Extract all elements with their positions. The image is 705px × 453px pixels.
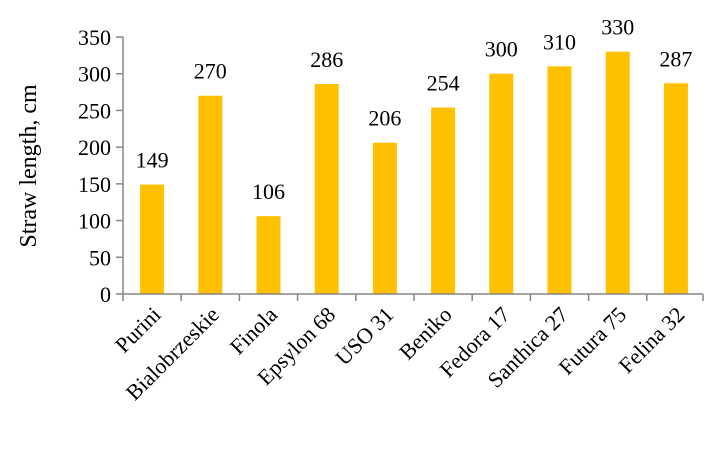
y-axis: 0 50 100 150 200 250 300 350 <box>78 25 124 307</box>
y-tick-label: 150 <box>78 172 111 197</box>
data-label-3: 106 <box>252 179 285 204</box>
bar-1 <box>140 184 165 294</box>
bar-6 <box>431 107 456 295</box>
y-tick-label: 100 <box>78 209 111 234</box>
data-label-2: 270 <box>194 59 227 84</box>
bar-7 <box>489 73 514 294</box>
data-labels-group: 149 270 106 286 206 254 300 310 330 287 <box>136 15 693 204</box>
bar-8 <box>547 66 572 294</box>
data-label-4: 286 <box>310 47 343 72</box>
y-axis-title-group: Straw length, cm <box>16 84 42 248</box>
bar-4 <box>314 83 339 294</box>
y-tick-label: 350 <box>78 25 111 50</box>
data-label-1: 149 <box>136 148 169 173</box>
data-label-9: 330 <box>601 15 634 40</box>
y-tick-label: 0 <box>100 282 111 307</box>
y-tick-label: 50 <box>89 245 111 270</box>
data-label-10: 287 <box>659 46 692 71</box>
bar-2 <box>198 95 223 294</box>
y-tick-label: 200 <box>78 135 111 160</box>
data-label-7: 300 <box>485 37 518 62</box>
bar-5 <box>372 142 397 294</box>
x-axis <box>122 293 704 301</box>
data-label-6: 254 <box>427 70 460 95</box>
y-tick-label: 300 <box>78 62 111 87</box>
bar-10 <box>663 83 688 294</box>
category-label-5: USO 31 <box>330 302 398 370</box>
bar-3 <box>256 216 281 294</box>
data-label-8: 310 <box>543 29 576 54</box>
y-tick-label: 250 <box>78 98 111 123</box>
data-label-5: 206 <box>368 106 401 131</box>
category-label-1: Purini <box>110 302 166 358</box>
y-axis-title: Straw length, cm <box>16 84 42 248</box>
bar-9 <box>605 51 630 294</box>
bars-group <box>140 51 688 295</box>
